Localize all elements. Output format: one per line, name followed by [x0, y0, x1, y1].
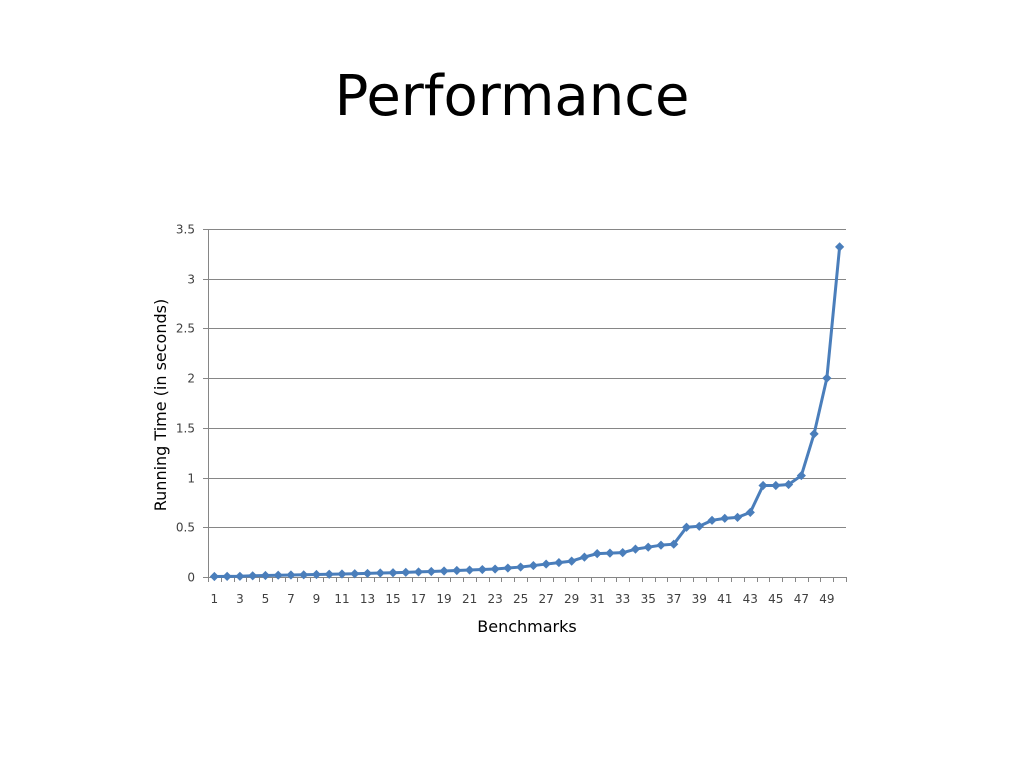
data-point-26 — [528, 560, 538, 571]
data-point-32 — [605, 548, 615, 558]
x-tick-labels: 1 3 5 7 9 11 13 15 17 19 21 23 25 27 29 31 33 35 37 39 41 43 4… — [208, 577, 847, 606]
data-point-1 — [209, 571, 219, 582]
data-point-15 — [388, 568, 398, 578]
data-point-7 — [286, 570, 296, 580]
data-point-18 — [426, 566, 436, 577]
data-point-35 — [643, 542, 653, 552]
x-tick-label: 33 — [615, 592, 630, 606]
x-tick-label: 35 — [641, 592, 656, 606]
data-point-24 — [503, 563, 513, 573]
x-tick-label: 3 — [236, 592, 244, 606]
data-point-44 — [758, 480, 768, 491]
data-point-14 — [375, 568, 385, 578]
data-point-48 — [809, 429, 819, 439]
data-point-36 — [656, 540, 666, 550]
x-tick-label: 9 — [313, 592, 321, 606]
data-point-33 — [618, 548, 628, 558]
x-tick-label: 37 — [666, 592, 681, 606]
data-point-16 — [401, 567, 411, 577]
y-tick-labels: 0 0.5 1 1.5 2 2.5 3 3.5 — [176, 223, 208, 585]
x-tick-label: 49 — [819, 592, 834, 606]
data-point-22 — [477, 564, 487, 575]
data-point-37 — [669, 539, 679, 549]
x-tick-label: 21 — [462, 592, 477, 606]
data-point-19 — [439, 566, 449, 576]
x-tick-label: 27 — [538, 592, 553, 606]
data-point-6 — [273, 570, 283, 580]
x-tick-label: 25 — [513, 592, 528, 606]
x-tick-label: 23 — [487, 592, 502, 606]
data-point-9 — [311, 569, 322, 580]
data-point-50 — [835, 242, 845, 252]
slide-title: Performance — [334, 64, 690, 129]
x-tick-label: 41 — [717, 592, 732, 606]
data-point-41 — [720, 513, 730, 523]
series — [209, 242, 845, 582]
data-point-27 — [541, 559, 551, 569]
data-point-17 — [413, 567, 424, 577]
x-tick-label: 7 — [287, 592, 295, 606]
x-tick-label: 11 — [334, 592, 349, 606]
data-point-30 — [579, 552, 590, 562]
data-point-4 — [248, 571, 258, 581]
data-point-31 — [592, 549, 602, 559]
data-point-8 — [299, 570, 309, 580]
data-point-34 — [630, 544, 641, 554]
x-tick-label: 1 — [211, 592, 219, 606]
x-tick-label: 31 — [590, 592, 605, 606]
data-point-40 — [707, 515, 717, 525]
x-tick-label: 15 — [385, 592, 400, 606]
y-tick-label: 3.5 — [176, 223, 195, 237]
data-point-42 — [732, 512, 743, 522]
data-point-39 — [694, 521, 704, 531]
x-axis-title: Benchmarks — [477, 617, 576, 636]
data-point-29 — [567, 556, 577, 566]
y-tick-label: 2.5 — [176, 322, 195, 336]
data-point-25 — [516, 562, 526, 572]
data-point-23 — [490, 564, 500, 574]
y-tick-label: 0.5 — [176, 521, 195, 535]
x-tick-label: 39 — [692, 592, 707, 606]
x-tick-label: 19 — [436, 592, 451, 606]
y-tick-label: 1.5 — [176, 422, 195, 436]
data-point-49 — [822, 373, 832, 383]
data-point-43 — [745, 507, 755, 517]
data-point-11 — [337, 569, 347, 579]
axes — [208, 229, 846, 578]
x-tick-label: 17 — [411, 592, 426, 606]
y-tick-label: 2 — [187, 372, 195, 386]
gridlines — [208, 229, 846, 528]
data-point-20 — [452, 565, 462, 576]
y-axis-title: Running Time (in seconds) — [151, 299, 170, 511]
data-point-12 — [350, 569, 360, 579]
y-tick-label: 1 — [187, 472, 195, 486]
data-point-47 — [796, 470, 806, 481]
y-tick-label: 3 — [187, 273, 195, 287]
x-tick-label: 47 — [794, 592, 809, 606]
y-tick-label: 0 — [187, 571, 195, 585]
data-point-13 — [362, 568, 373, 579]
data-point-45 — [771, 480, 781, 491]
data-point-28 — [554, 557, 564, 568]
data-point-38 — [681, 522, 692, 532]
x-tick-label: 43 — [743, 592, 758, 606]
data-point-10 — [324, 569, 334, 579]
data-point-21 — [464, 565, 475, 575]
x-tick-label: 29 — [564, 592, 579, 606]
data-point-3 — [235, 571, 245, 581]
data-point-5 — [260, 570, 271, 581]
data-point-46 — [783, 479, 794, 490]
x-tick-label: 13 — [360, 592, 375, 606]
data-point-2 — [222, 571, 232, 582]
x-tick-label: 5 — [262, 592, 270, 606]
x-tick-label: 45 — [768, 592, 783, 606]
